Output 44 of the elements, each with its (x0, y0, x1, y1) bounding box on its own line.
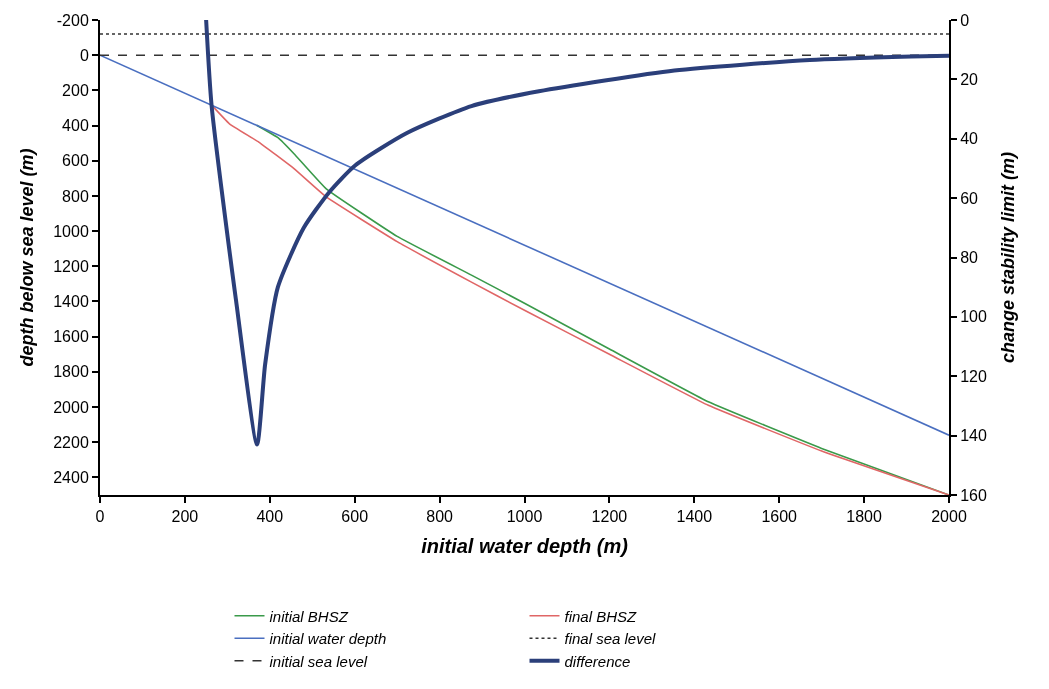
y2-tick-label: 100 (960, 308, 987, 326)
x-tick-label: 200 (171, 508, 199, 526)
legend-label: final BHSZ (564, 607, 638, 625)
y-tick-label: 800 (62, 187, 89, 205)
y-tick-label: 2000 (53, 398, 89, 416)
x-tick-label: 1600 (761, 508, 798, 526)
y-tick-label: 600 (62, 152, 89, 170)
x-tick-label: 1200 (591, 508, 628, 526)
x-axis-title: initial water depth (m) (421, 535, 629, 558)
y2-axis-title: change stability limit (m) (997, 151, 1018, 364)
x-tick-label: 2000 (931, 508, 967, 526)
line-series (204, 20, 949, 447)
y-tick-label: 2200 (53, 433, 89, 451)
y-tick-label: 2400 (53, 469, 89, 487)
y-tick-label: 1000 (53, 222, 89, 240)
y-axis-title: depth below sea level (m) (16, 148, 37, 367)
x-tick-label: 1400 (676, 508, 713, 526)
legend-label: difference (564, 652, 631, 670)
y-tick-label: -200 (56, 11, 89, 29)
y-tick-label: 0 (79, 46, 89, 64)
y-tick-label: 1400 (53, 293, 89, 311)
y2-tick-label: 120 (960, 367, 987, 385)
y-tick-label: 400 (62, 117, 89, 135)
x-tick-label: 400 (256, 508, 284, 526)
legend-label: initial sea level (269, 652, 368, 670)
y-tick-label: 1800 (53, 363, 89, 381)
x-tick-label: 600 (341, 508, 369, 526)
x-tick-label: 1000 (506, 508, 543, 526)
y2-tick-label: 80 (960, 249, 979, 267)
y-tick-label: 1200 (53, 257, 89, 275)
y-tick-label: 200 (62, 81, 89, 99)
legend-label: initial BHSZ (269, 607, 349, 625)
y-tick-label: 1600 (53, 328, 89, 346)
y2-tick-label: 0 (960, 11, 970, 29)
y2-tick-label: 20 (960, 70, 979, 88)
y2-tick-label: 60 (960, 189, 979, 207)
y2-tick-label: 40 (960, 130, 979, 148)
legend-label: final sea level (564, 630, 657, 648)
x-tick-label: 800 (426, 508, 454, 526)
x-tick-label: 1800 (846, 508, 882, 526)
y2-tick-label: 140 (960, 427, 987, 445)
x-tick-label: 0 (95, 508, 105, 526)
y2-tick-label: 160 (960, 486, 987, 504)
legend-label: initial water depth (269, 630, 387, 648)
